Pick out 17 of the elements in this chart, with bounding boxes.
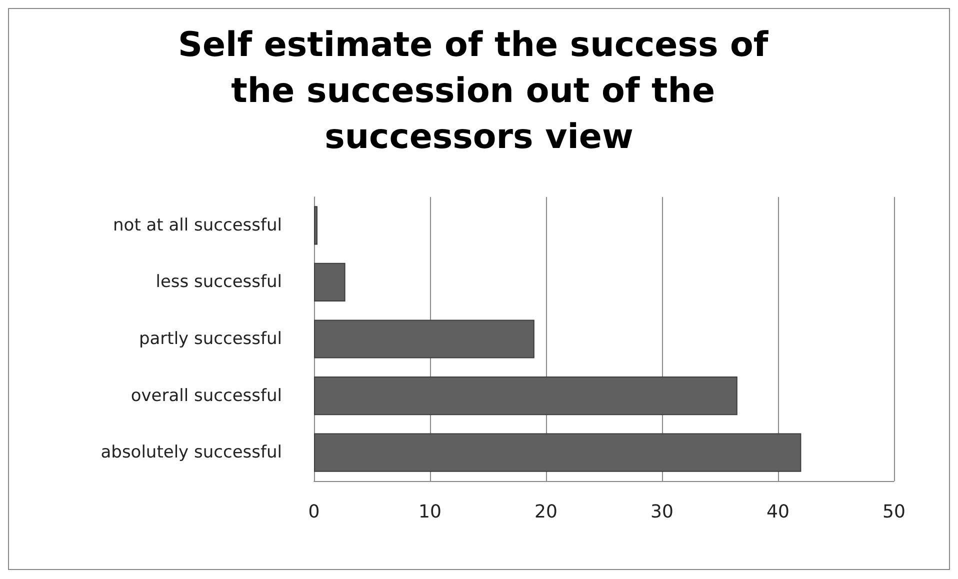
y-tick-label: not at all successful	[113, 215, 282, 236]
y-tick-label: absolutely successful	[100, 442, 282, 463]
chart-title: Self estimate of the success of the succession out of the successors view	[178, 25, 780, 157]
bar	[314, 320, 534, 358]
x-tick-label: 10	[418, 502, 442, 522]
x-tick-label: 40	[766, 502, 790, 522]
bar	[314, 206, 318, 245]
x-tick-label: 20	[534, 502, 558, 522]
y-tick-label: overall successful	[130, 386, 282, 406]
bar	[314, 433, 802, 472]
y-tick-label: less successful	[156, 272, 282, 292]
x-tick-label: 30	[650, 502, 674, 522]
x-tick-label: 0	[308, 502, 320, 522]
y-tick-label: partly successful	[138, 329, 282, 349]
x-tick-label: 50	[882, 502, 906, 522]
bar	[314, 376, 738, 416]
bar	[314, 262, 346, 302]
